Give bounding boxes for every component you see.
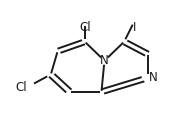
Text: Cl: Cl: [16, 81, 27, 94]
Text: N: N: [149, 71, 158, 84]
Text: Cl: Cl: [79, 21, 91, 34]
Text: I: I: [133, 21, 136, 34]
Text: N: N: [100, 54, 109, 67]
